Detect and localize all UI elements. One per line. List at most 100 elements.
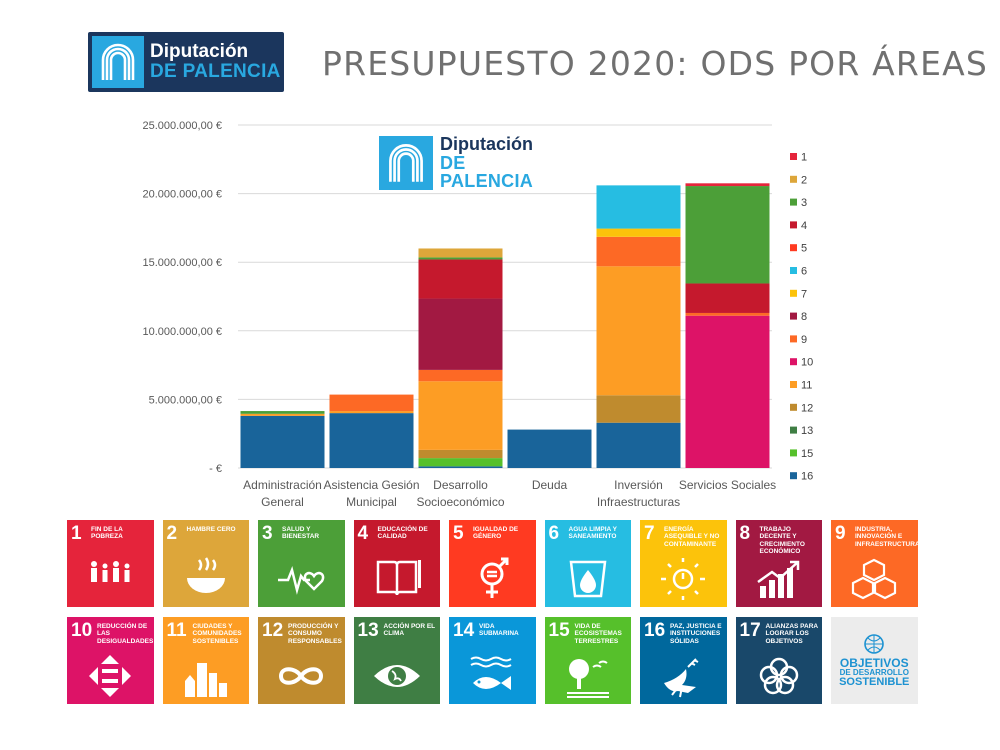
bar-segment-9 xyxy=(418,369,503,382)
sdg-label: Paz, justicia e instituciones sólidas xyxy=(670,623,722,645)
logo-text-line2: DE PALENCIA xyxy=(440,152,534,192)
bar-segment-6 xyxy=(596,185,681,229)
x-tick-label: Asistencia Gesión xyxy=(323,478,419,492)
sdg-number: 16 xyxy=(644,620,666,641)
bar-segment-16 xyxy=(329,413,414,468)
legend-swatch-16 xyxy=(790,472,797,480)
sdg-label: Hambre cero xyxy=(186,526,236,533)
y-tick-label: 10.000.000,00 € xyxy=(142,326,222,338)
sdg-label: Fin de la pobreza xyxy=(91,526,123,541)
sdg-tile-14: 14 Vida submarina xyxy=(449,617,536,704)
stacked-bar-chart: - € 5.000.000,00 € 10.000.000,00 € 15.000.0… xyxy=(142,120,813,509)
bar-segment-16 xyxy=(507,429,592,468)
sdg-label: Vida submarina xyxy=(479,623,519,638)
sdg-label: Reducción de las desigualdades xyxy=(97,623,154,645)
x-tick-label: Inversión xyxy=(614,478,663,492)
legend-label: 11 xyxy=(801,380,812,392)
water-drop-icon xyxy=(569,560,606,598)
logo-text-line2: DE PALENCIA xyxy=(150,61,281,82)
legend-label: 6 xyxy=(801,266,807,278)
x-tick-label: Desarrollo xyxy=(433,478,488,492)
bar-segment-2 xyxy=(418,248,503,258)
bar-segment-12 xyxy=(418,449,503,459)
bar-segment-8 xyxy=(418,298,503,370)
sdg-number: 13 xyxy=(357,620,379,641)
legend-swatch-10 xyxy=(790,358,797,366)
bar-segment-12 xyxy=(596,395,681,423)
bar-segment-3 xyxy=(685,186,770,284)
legend-label: 1 xyxy=(801,152,807,164)
bar-segment-9 xyxy=(596,236,681,267)
legend-label: 12 xyxy=(801,402,813,414)
bar-segment-7 xyxy=(596,228,681,237)
legend-swatch-12 xyxy=(790,403,797,411)
bar-segment-9 xyxy=(329,394,414,412)
legend-swatch-9 xyxy=(790,335,797,343)
sdg-number: 6 xyxy=(548,523,560,544)
sdg-tile-8: 8 Trabajo decente y crecimiento económico xyxy=(735,520,822,607)
sdg-logo-line2: DE DESARROLLO xyxy=(839,668,909,677)
sdg-logo-line3: SOSTENIBLE xyxy=(839,676,910,688)
sdg-label: Alianzas para lograr los objetivos xyxy=(765,623,818,645)
chart-logo: Diputación DE PALENCIA xyxy=(378,133,558,192)
bar-segment-10 xyxy=(685,315,770,468)
sdg-tile-3: 3 Salud y bienestar xyxy=(258,520,345,607)
x-tick-label: Deuda xyxy=(532,478,568,492)
bowl-icon xyxy=(186,557,225,593)
sdg-number: 4 xyxy=(357,523,369,544)
eye-globe-icon xyxy=(373,665,420,687)
bar-segment-16 xyxy=(418,466,503,468)
sdg-tiles-grid: 1 Fin de la pobreza 2 Hambre cero 3 Salud y b… xyxy=(67,520,919,706)
bar-segment-9 xyxy=(685,312,770,316)
dove-icon xyxy=(664,658,699,698)
sdg-tile-4: 4 Educación de calidad xyxy=(353,520,440,607)
cubes-icon xyxy=(851,558,897,600)
sdg-tile-7: 7 Energía asequible y no contaminante xyxy=(640,520,727,607)
sdg-label: Acción por el clima xyxy=(383,623,436,638)
sdg-number: 3 xyxy=(262,523,273,544)
x-tick-label: Socioeconómico xyxy=(416,495,504,509)
sdg-tile-15: 15 Vida de ecosistemas terrestres xyxy=(544,617,631,704)
legend-swatch-13 xyxy=(790,426,797,434)
logo-text-line1: Diputación xyxy=(440,133,533,154)
sdg-label: Igualdad de género xyxy=(473,526,519,541)
legend-swatch-2 xyxy=(790,175,797,183)
legend-swatch-8 xyxy=(790,312,797,320)
sdg-logo-line1: OBJETIVOS xyxy=(839,656,909,670)
sdg-tile-12: 12 Producción y consumo responsables xyxy=(258,617,345,704)
sdg-logo-tile: OBJETIVOS DE DESARROLLO SOSTENIBLE xyxy=(831,617,918,704)
legend-swatch-15 xyxy=(790,449,797,457)
book-icon xyxy=(376,560,421,596)
x-tick-label: Infraestructuras xyxy=(597,495,680,509)
bar-segment-3 xyxy=(240,411,325,414)
sdg-tile-10: 10 Reducción de las desigualdades xyxy=(67,617,154,704)
sdg-number: 14 xyxy=(453,620,475,641)
legend-swatch-3 xyxy=(790,198,797,206)
sdg-label: Ciudades y comunidades sostenibles xyxy=(192,623,242,645)
sdg-tile-9: 9 Industria, innovación e infraestructura xyxy=(831,520,918,607)
bar-segment-11 xyxy=(596,266,681,396)
x-tick-label: Administración xyxy=(243,478,322,492)
bar-segment-3 xyxy=(418,257,503,260)
bar-segment-15 xyxy=(418,458,503,467)
legend-label: 15 xyxy=(801,448,813,460)
sdg-number: 7 xyxy=(644,523,655,544)
sdg-tile-2: 2 Hambre cero xyxy=(162,520,249,607)
sdg-tile-17: 17 Alianzas para lograr los objetivos xyxy=(735,617,822,704)
legend-label: 5 xyxy=(801,243,807,255)
un-emblem-icon xyxy=(864,634,885,654)
sdg-tile-16: 16 Paz, justicia e instituciones sólidas xyxy=(640,617,727,704)
x-tick-label: Municipal xyxy=(346,495,397,509)
legend-label: 16 xyxy=(801,471,813,483)
rings-icon xyxy=(759,657,798,695)
legend-label: 10 xyxy=(801,357,813,369)
bar-segment-11 xyxy=(240,413,325,416)
y-tick-label: 20.000.000,00 € xyxy=(142,189,222,201)
buildings-icon xyxy=(184,663,227,697)
diputacion-logo: Diputación DE PALENCIA xyxy=(88,32,284,92)
sdg-number: 2 xyxy=(166,523,178,544)
y-tick-label: - € xyxy=(209,463,222,475)
sdg-label: Agua limpia y saneamiento xyxy=(568,526,617,541)
legend-label: 13 xyxy=(801,425,813,437)
arches-logo-icon xyxy=(379,136,433,190)
